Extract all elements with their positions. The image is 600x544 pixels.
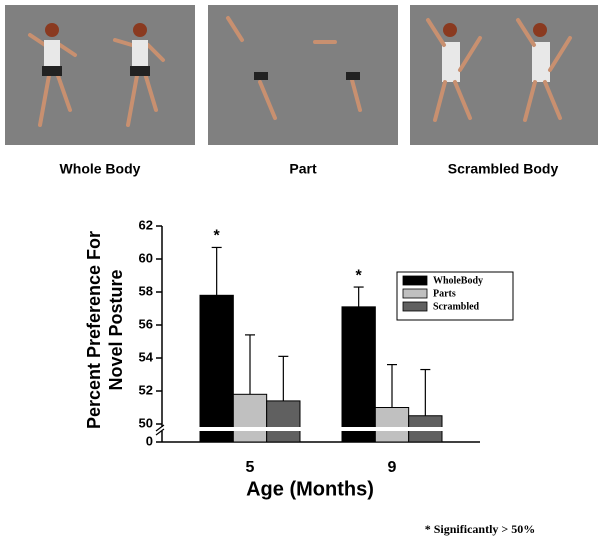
- x-tick-label: 9: [388, 459, 397, 476]
- footnote: * Significantly > 50%: [425, 522, 536, 536]
- y-tick-label: 54: [139, 349, 154, 364]
- y-axis-title-line: Percent Preference For: [84, 231, 104, 429]
- axis-break-mark: [155, 424, 165, 436]
- legend-swatch: [402, 301, 428, 312]
- legend-label: Parts: [433, 288, 456, 299]
- legend-swatch: [402, 275, 428, 286]
- y-axis-title: Percent Preference For Novel Posture: [84, 231, 126, 429]
- figure-whole: [28, 23, 77, 127]
- panel-label: Scrambled Body: [448, 161, 559, 177]
- axis-break-gap: [160, 427, 164, 431]
- image-panels: Whole Body Part Scrambled Body: [5, 5, 598, 177]
- annotation: *: [214, 228, 221, 245]
- legend-swatch: [402, 288, 428, 299]
- legend-label: WholeBody: [433, 275, 483, 286]
- panel-image: [410, 5, 598, 145]
- bar: [341, 306, 376, 443]
- panel-label: Whole Body: [60, 161, 141, 177]
- figures: [28, 16, 572, 127]
- annotation: *: [356, 267, 363, 284]
- figure-scrambled: [426, 18, 572, 122]
- bar: [266, 400, 301, 443]
- figure-part: [226, 16, 362, 120]
- figure-whole: [113, 23, 165, 127]
- panel-label: Part: [289, 161, 317, 177]
- y-tick-label: 62: [139, 217, 153, 232]
- bar: [374, 407, 410, 443]
- legend-label: Scrambled: [433, 301, 480, 312]
- axis-break-gap: [166, 427, 484, 431]
- y-tick-label: 52: [139, 382, 153, 397]
- y-axis-title-line: Novel Posture: [106, 269, 126, 390]
- panel-image: [5, 5, 195, 145]
- bar: [199, 294, 234, 443]
- y-tick-label: 56: [139, 316, 153, 331]
- y-tick-label: 0: [146, 433, 153, 448]
- x-tick-label: 5: [246, 459, 255, 476]
- panel-image: [208, 5, 398, 145]
- y-tick-label: 60: [139, 250, 153, 265]
- y-tick-label: 58: [139, 283, 153, 298]
- bar: [232, 393, 268, 443]
- x-axis-title: Age (Months): [246, 478, 374, 500]
- y-tick-label: 50: [139, 415, 153, 430]
